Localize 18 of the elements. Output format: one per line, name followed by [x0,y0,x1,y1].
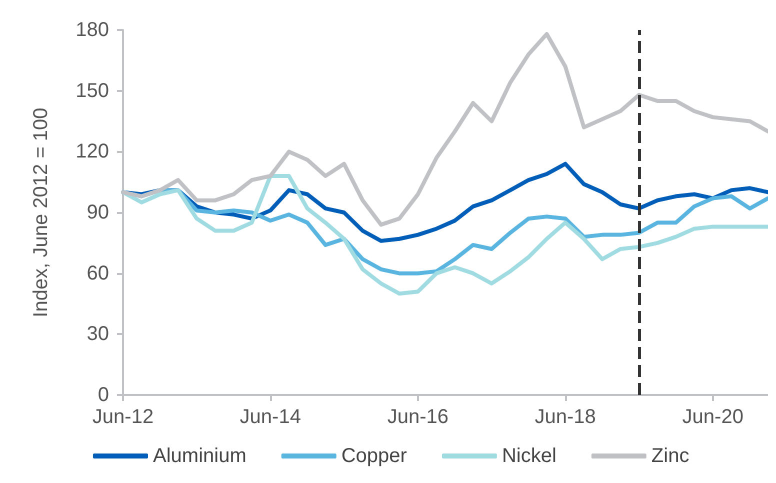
legend-label: Nickel [502,445,556,467]
line-series [121,174,768,296]
x-tick-label: Jun-20 [682,406,744,428]
legend-label: Copper [341,445,408,467]
x-tick-label: Jun-14 [240,406,301,428]
x-tick-label: Jun-16 [387,406,449,428]
legend-label: Zinc [651,445,690,467]
y-tick-label: 120 [76,140,109,163]
legend-label: Aluminium [153,445,246,467]
y-tick-label: 60 [86,262,109,284]
x-tick-label: Jun-12 [92,406,154,428]
y-tick-label: 0 [98,384,109,406]
y-tick-label: 30 [86,323,109,346]
x-tick-label: Jun-18 [534,406,596,428]
y-axis-title: Index, June 2012 = 100 [30,108,52,318]
y-tick-label: 90 [86,202,109,224]
y-tick-label: 180 [76,19,109,41]
y-tick-label: 150 [76,80,109,102]
